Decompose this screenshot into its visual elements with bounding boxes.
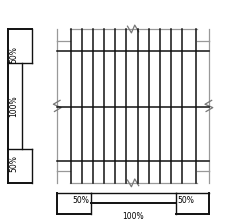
Text: 50%: 50% bbox=[9, 46, 18, 63]
Text: 50%: 50% bbox=[176, 196, 193, 205]
Text: 100%: 100% bbox=[122, 212, 143, 221]
Text: 100%: 100% bbox=[9, 95, 18, 117]
Text: 50%: 50% bbox=[72, 196, 89, 205]
Text: 50%: 50% bbox=[9, 155, 18, 172]
